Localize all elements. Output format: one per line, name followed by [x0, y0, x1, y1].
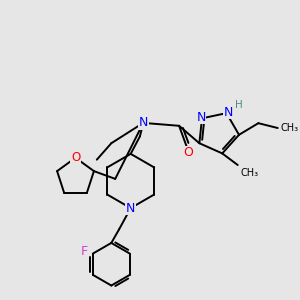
Text: CH₃: CH₃: [280, 123, 299, 133]
Text: N: N: [139, 116, 148, 129]
Text: N: N: [224, 106, 233, 119]
Text: N: N: [196, 111, 206, 124]
Text: CH₃: CH₃: [241, 168, 259, 178]
Text: O: O: [183, 146, 193, 159]
Text: O: O: [71, 151, 80, 164]
Text: N: N: [126, 202, 135, 214]
Text: F: F: [81, 245, 88, 258]
Text: H: H: [235, 100, 243, 110]
